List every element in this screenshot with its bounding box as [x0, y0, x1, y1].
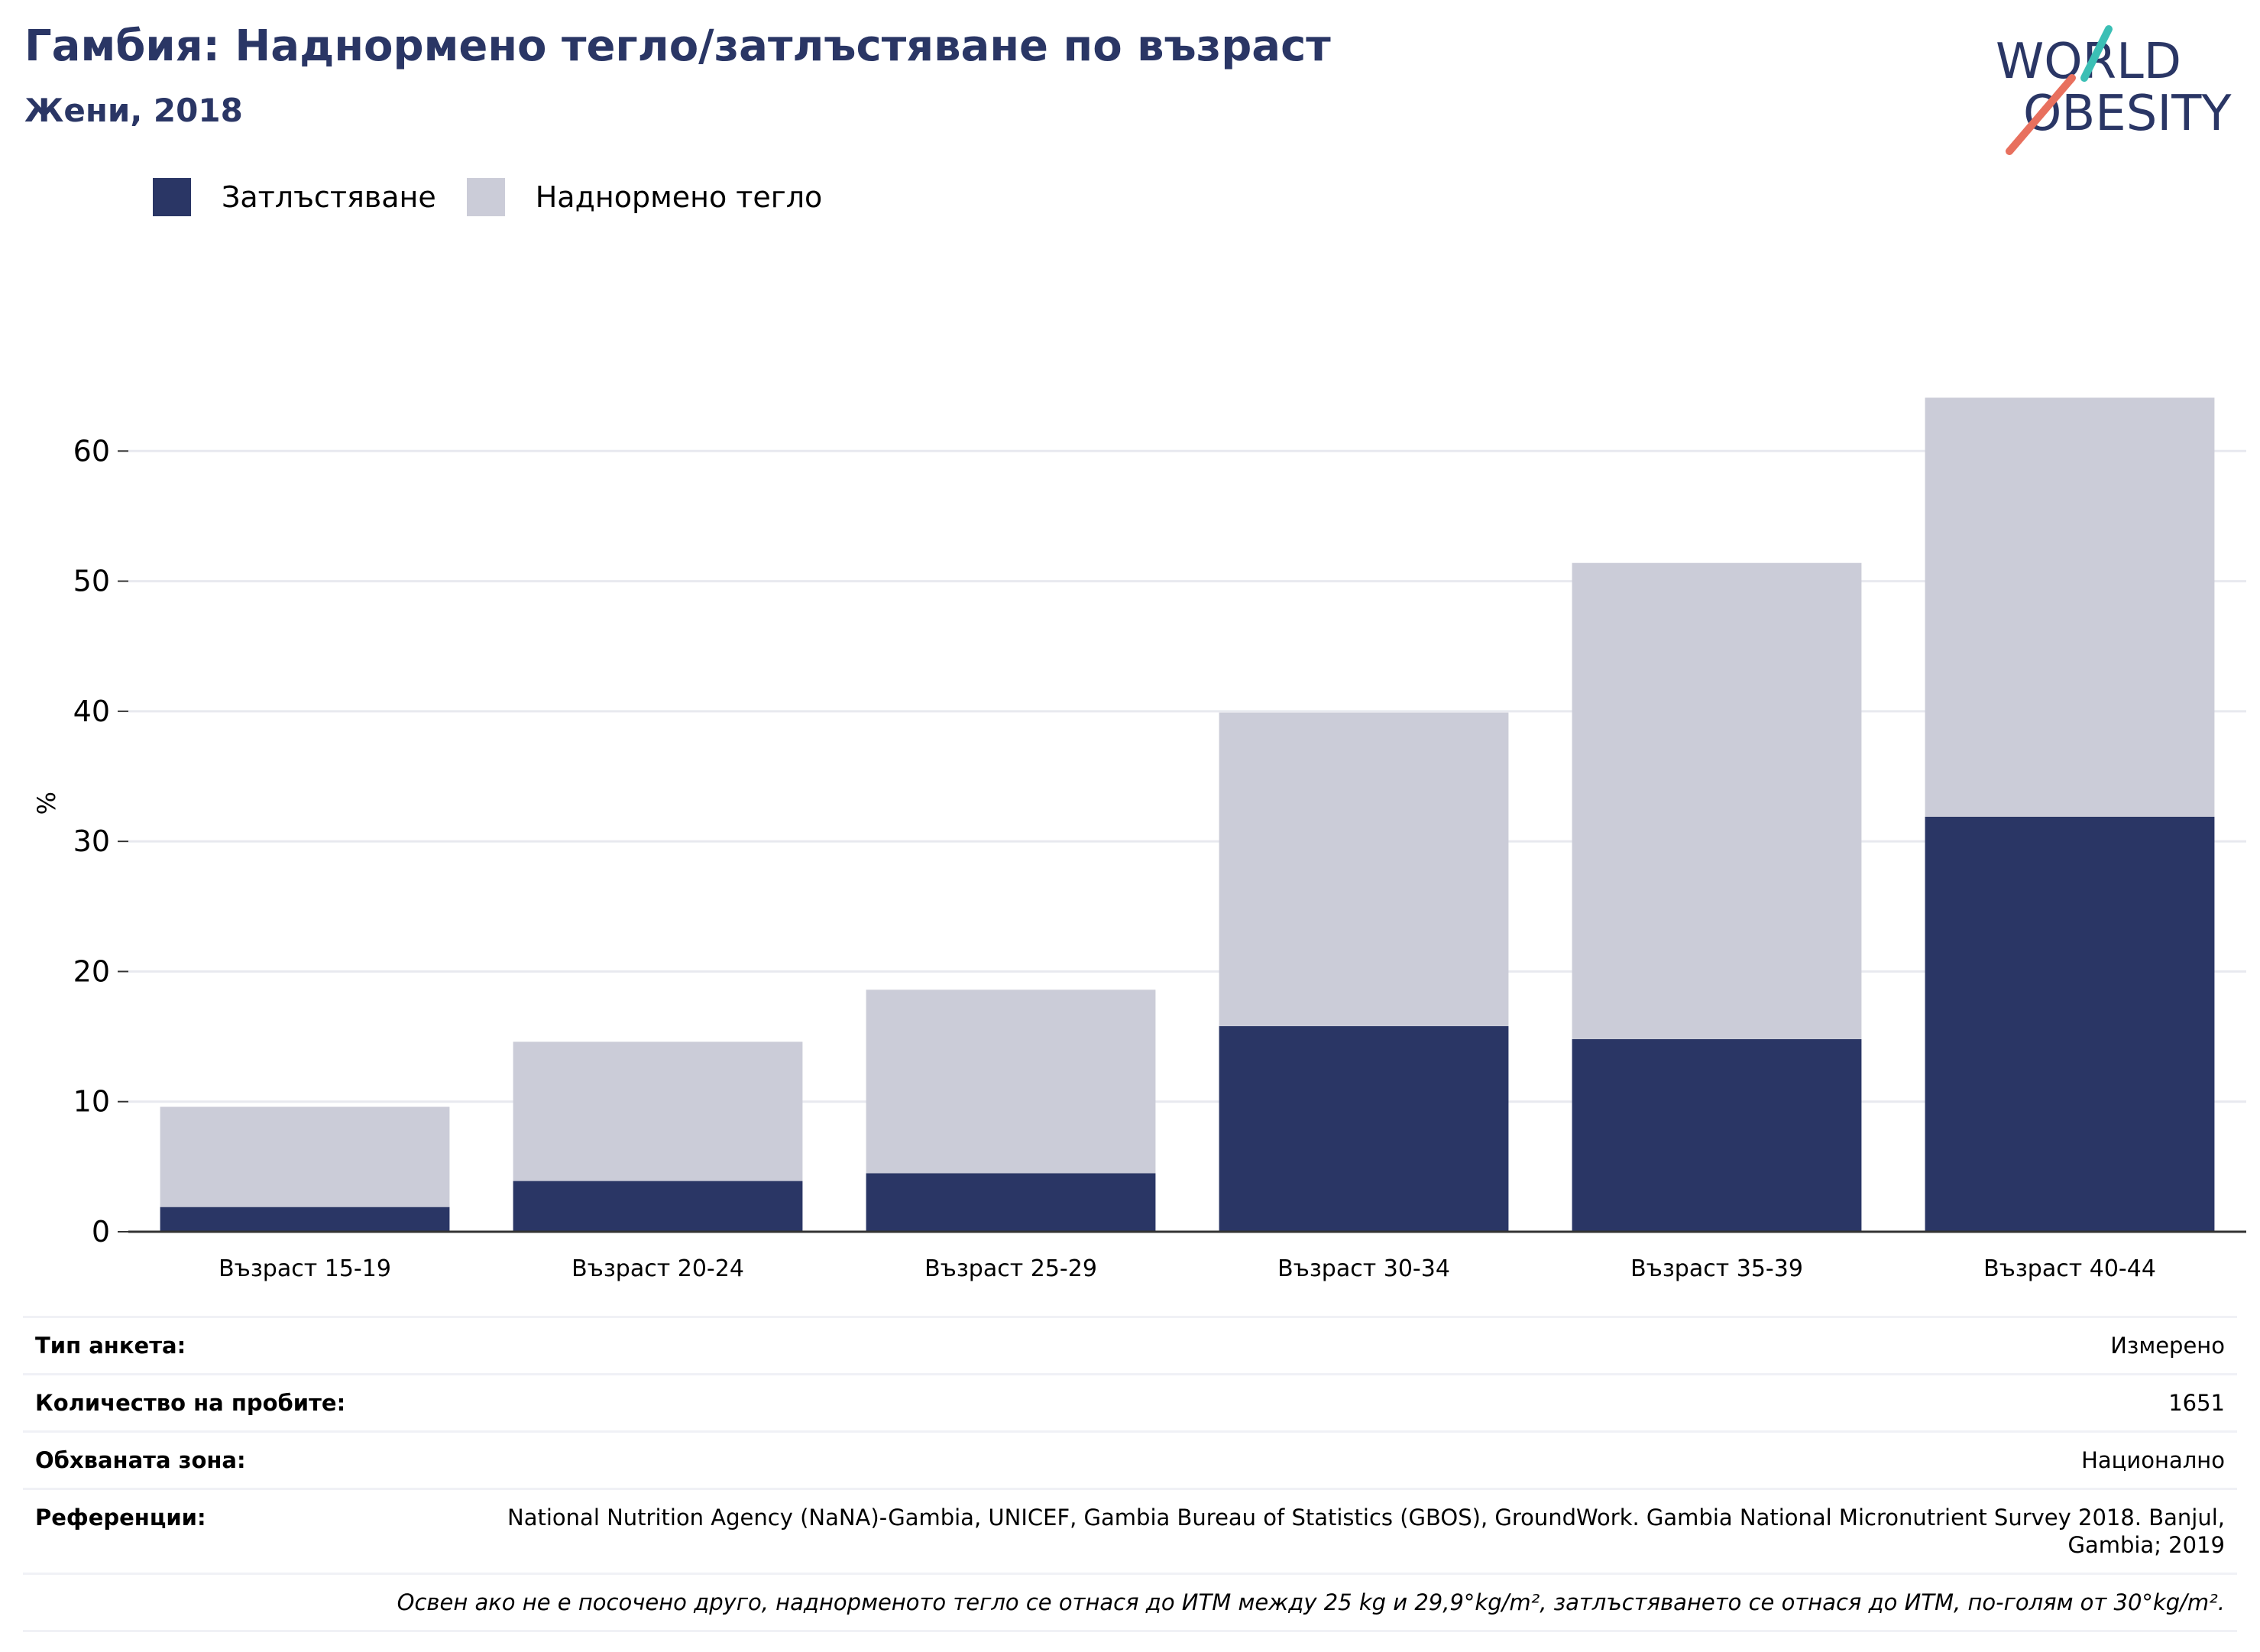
- bar-obesity: [1572, 1038, 1862, 1232]
- y-tick-label: 30: [73, 824, 110, 858]
- bar-obesity: [513, 1181, 803, 1232]
- logo-slash-coral: [2006, 74, 2076, 155]
- y-tick-label: 50: [73, 565, 110, 598]
- meta-value: Измерено: [2110, 1333, 2225, 1359]
- meta-value: National Nutrition Agency (NaNA)-Gambia,…: [507, 1505, 2225, 1558]
- survey-metadata: Тип анкета: Измерено Количество на проби…: [23, 1316, 2237, 1632]
- bar-obesity: [866, 1173, 1156, 1232]
- meta-row-sample-size: Количество на пробите: 1651: [23, 1375, 2237, 1433]
- meta-value: 1651: [2168, 1390, 2225, 1416]
- meta-label: Тип анкета:: [35, 1333, 186, 1359]
- world-obesity-logo: WORLD OBESITY: [1996, 25, 2232, 155]
- bar-overweight: [513, 1041, 803, 1181]
- meta-label: Количество на пробите:: [35, 1390, 346, 1416]
- bar-overweight: [1572, 562, 1862, 1039]
- bar-obesity: [160, 1207, 450, 1232]
- y-tick-label: 60: [73, 434, 110, 468]
- meta-row-references: Референции: National Nutrition Agency (N…: [23, 1490, 2237, 1575]
- meta-label: Обхваната зона:: [35, 1447, 246, 1473]
- x-tick-label: Възраст 35-39: [1630, 1255, 1803, 1282]
- bar-obesity: [1219, 1025, 1509, 1232]
- chart-title: Гамбия: Наднормено тегло/затлъстяване по…: [24, 21, 1331, 71]
- legend-swatch-obesity: [153, 178, 191, 216]
- bar-overweight: [1219, 712, 1509, 1026]
- bar-overweight: [1925, 397, 2215, 817]
- legend-item-overweight: Наднормено тегло: [466, 178, 823, 216]
- legend-label-obesity: Затлъстяване: [222, 180, 436, 214]
- legend-item-obesity: Затлъстяване: [153, 178, 436, 216]
- y-tick-label: 20: [73, 954, 110, 988]
- x-tick-label: Възраст 30-34: [1277, 1255, 1450, 1282]
- legend-label-overweight: Наднормено тегло: [535, 180, 823, 214]
- bar-overweight: [160, 1106, 450, 1207]
- chart-subtitle: Жени, 2018: [24, 92, 243, 129]
- meta-row-coverage: Обхваната зона: Национално: [23, 1433, 2237, 1490]
- meta-value: Национално: [2081, 1447, 2225, 1473]
- y-tick-label: 40: [73, 695, 110, 728]
- meta-label: Референции:: [35, 1505, 206, 1531]
- bar-obesity: [1925, 816, 2215, 1232]
- y-axis-label: %: [32, 792, 61, 815]
- definition-note: Освен ако не е посочено друго, наднормен…: [23, 1575, 2237, 1632]
- logo-slash-teal: [2080, 25, 2113, 82]
- x-tick-label: Възраст 25-29: [924, 1255, 1097, 1282]
- x-tick-label: Възраст 20-24: [571, 1255, 744, 1282]
- bar-overweight: [866, 990, 1156, 1174]
- legend-swatch-overweight: [466, 178, 505, 216]
- y-tick-label: 10: [73, 1085, 110, 1119]
- chart-legend: Затлъстяване Наднормено тегло: [153, 176, 853, 219]
- x-tick-label: Възраст 15-19: [219, 1255, 391, 1282]
- stacked-bar-chart: 0 10 20 30 40 50 60% Възраст 15-19 Възраст 20-24…: [32, 397, 2246, 1282]
- x-tick-label: Възраст 40-44: [1983, 1255, 2156, 1282]
- meta-row-survey-type: Тип анкета: Измерено: [23, 1318, 2237, 1375]
- y-tick-label: 0: [92, 1215, 110, 1249]
